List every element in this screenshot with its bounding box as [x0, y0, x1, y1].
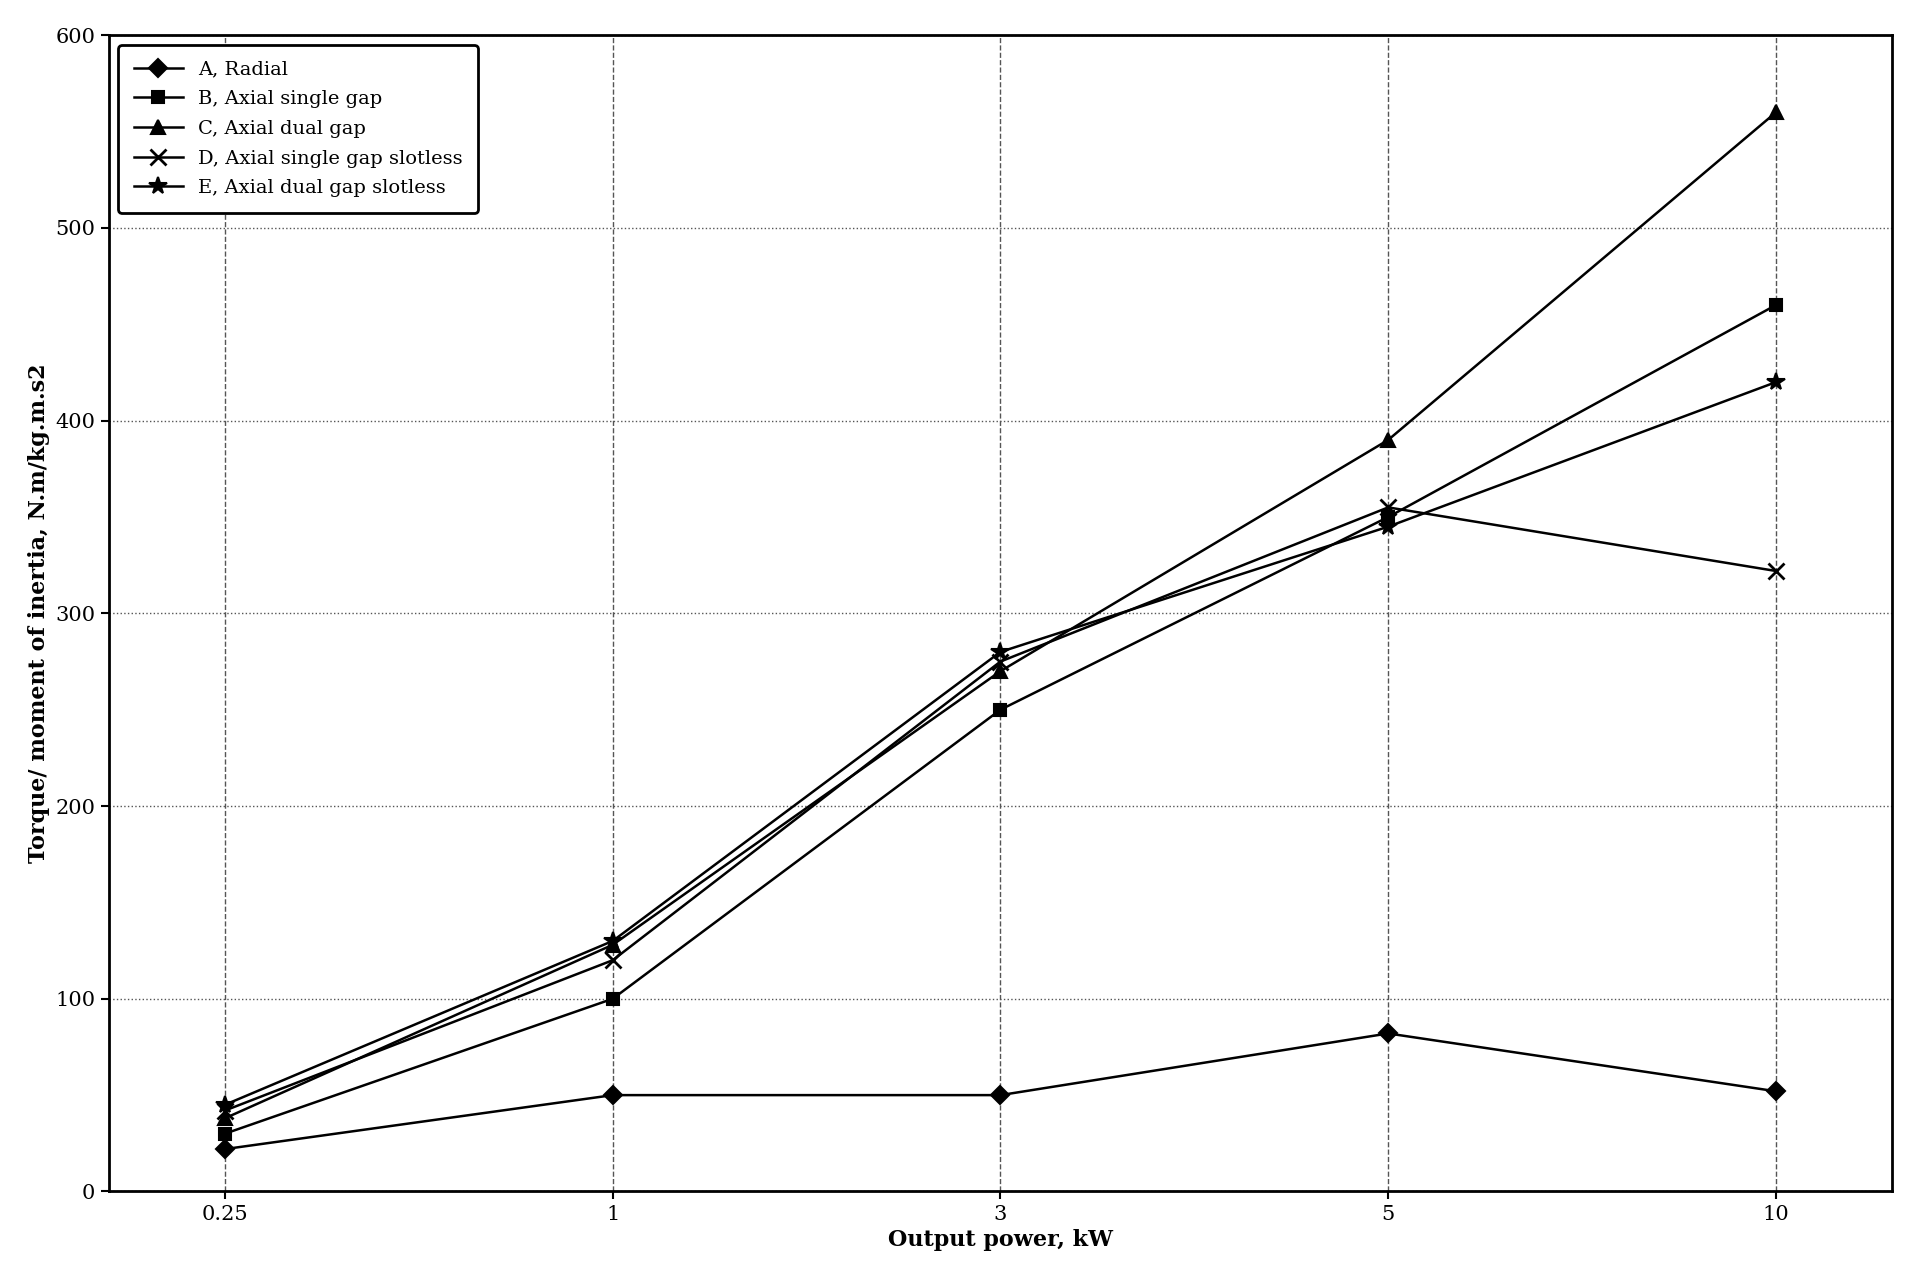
E, Axial dual gap slotless — [989, 645, 1012, 660]
A, Radial — [1377, 1026, 1400, 1041]
B, Axial single gap — [989, 702, 1012, 718]
D, Axial single gap slotless — [213, 1102, 236, 1118]
C, Axial dual gap — [213, 1110, 236, 1126]
Line: E, Axial dual gap slotless: E, Axial dual gap slotless — [215, 373, 1786, 1114]
D, Axial single gap slotless — [1764, 563, 1788, 578]
B, Axial single gap — [1764, 298, 1788, 313]
A, Radial — [213, 1141, 236, 1156]
C, Axial dual gap — [1377, 432, 1400, 448]
Line: B, Axial single gap: B, Axial single gap — [219, 299, 1782, 1140]
D, Axial single gap slotless — [989, 654, 1012, 669]
X-axis label: Output power, kW: Output power, kW — [887, 1229, 1114, 1251]
D, Axial single gap slotless — [1377, 500, 1400, 515]
Legend: A, Radial, B, Axial single gap, C, Axial dual gap, D, Axial single gap slotless,: A, Radial, B, Axial single gap, C, Axial… — [119, 45, 478, 212]
E, Axial dual gap slotless — [1377, 519, 1400, 535]
C, Axial dual gap — [1764, 105, 1788, 120]
Line: C, Axial dual gap: C, Axial dual gap — [219, 105, 1784, 1126]
B, Axial single gap — [213, 1126, 236, 1141]
E, Axial dual gap slotless — [213, 1097, 236, 1113]
Line: A, Radial: A, Radial — [219, 1027, 1782, 1155]
C, Axial dual gap — [989, 664, 1012, 679]
B, Axial single gap — [1377, 509, 1400, 524]
E, Axial dual gap slotless — [1764, 375, 1788, 390]
D, Axial single gap slotless — [601, 953, 624, 968]
A, Radial — [601, 1087, 624, 1102]
A, Radial — [1764, 1083, 1788, 1099]
C, Axial dual gap — [601, 938, 624, 953]
B, Axial single gap — [601, 991, 624, 1007]
Y-axis label: Torque/ moment of inertia, N.m/kg.m.s2: Torque/ moment of inertia, N.m/kg.m.s2 — [27, 363, 50, 863]
A, Radial — [989, 1087, 1012, 1102]
Line: D, Axial single gap slotless: D, Axial single gap slotless — [217, 500, 1784, 1118]
E, Axial dual gap slotless — [601, 934, 624, 949]
